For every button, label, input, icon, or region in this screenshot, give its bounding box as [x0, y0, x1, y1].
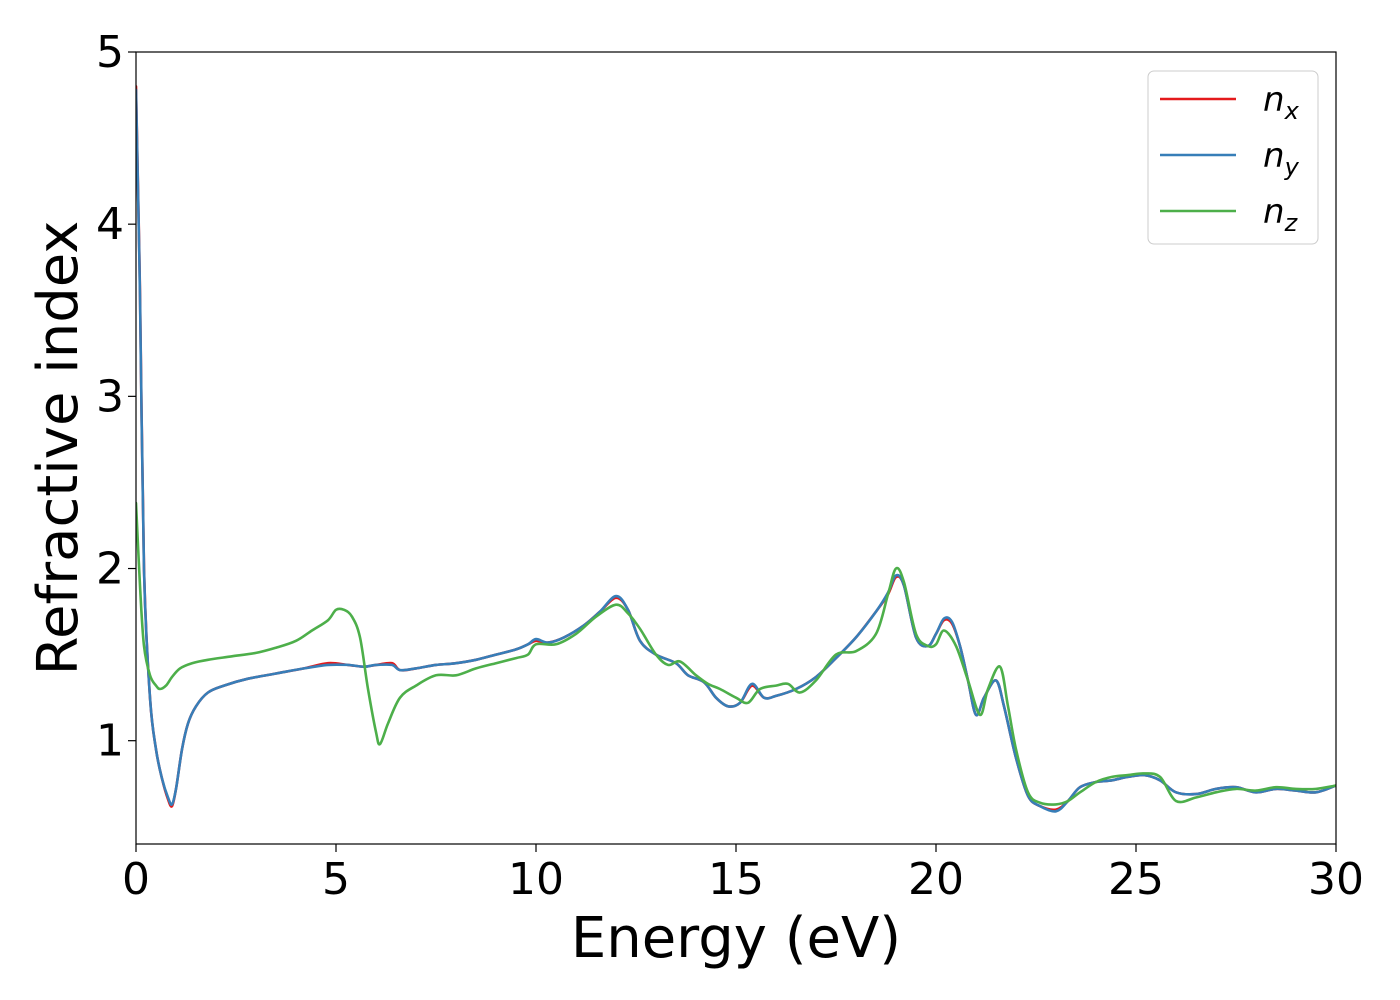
legend-box	[1147, 70, 1319, 245]
y-axis-ticks: 1 2 3 4 5	[96, 27, 136, 767]
y-tick-label: 2	[96, 544, 124, 595]
legend: nx ny nz	[1147, 70, 1319, 245]
x-tick-label: 5	[322, 854, 350, 905]
y-tick-label: 5	[96, 27, 124, 78]
legend-label-nz: nz	[1263, 192, 1299, 237]
x-tick-label: 15	[708, 854, 764, 905]
legend-label-ny: ny	[1263, 136, 1300, 181]
x-tick-label: 25	[1108, 854, 1164, 905]
y-tick-label: 3	[96, 371, 124, 422]
y-tick-label: 4	[96, 199, 124, 250]
x-tick-label: 30	[1308, 854, 1364, 905]
x-axis-title: Energy (eV)	[571, 906, 901, 971]
y-tick-label: 1	[96, 716, 124, 767]
series-line-nz	[136, 501, 1336, 806]
y-axis-title: Refractive index	[26, 221, 91, 676]
x-tick-label: 0	[122, 854, 150, 905]
x-axis-ticks: 0 5 10 15 20 25 30	[122, 844, 1364, 905]
x-tick-label: 20	[908, 854, 964, 905]
series-lines	[136, 85, 1336, 813]
legend-label-nx: nx	[1263, 80, 1300, 125]
series-line-ny	[136, 88, 1336, 813]
x-tick-label: 10	[508, 854, 564, 905]
